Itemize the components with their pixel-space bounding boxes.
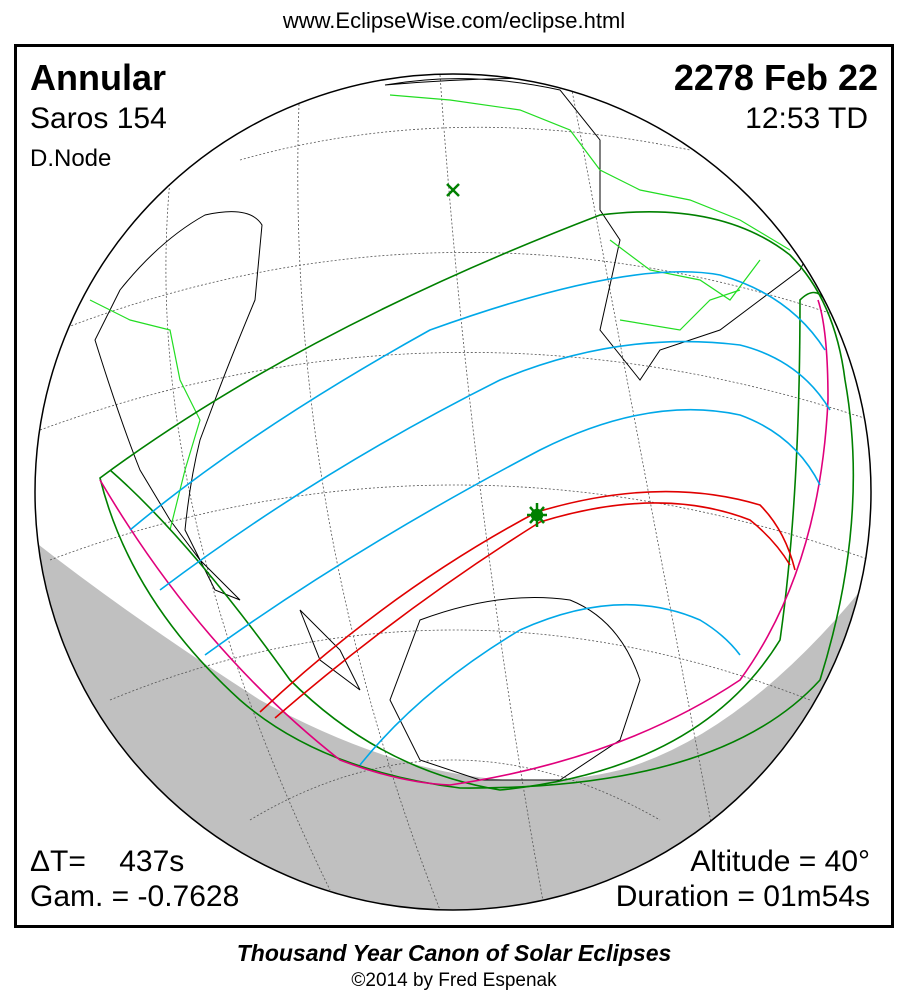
partial-line-4 <box>359 603 741 766</box>
saros-number: Saros 154 <box>30 102 167 135</box>
footer-title: Thousand Year Canon of Solar Eclipses <box>236 940 672 966</box>
central-path-south <box>274 502 791 719</box>
sun-altitude: Altitude = 40° <box>690 845 870 878</box>
rise-set-curve <box>99 299 829 786</box>
partial-line-3 <box>204 408 821 656</box>
penumbra-outer-limit <box>99 211 855 789</box>
graticule <box>39 74 871 910</box>
map-frame <box>14 44 894 928</box>
eclipse-time: 12:53 TD <box>745 102 868 135</box>
eclipse-date: 2278 Feb 22 <box>673 57 878 98</box>
partial-line-1 <box>129 271 826 531</box>
penumbra-inner-limit <box>109 291 826 791</box>
node: D.Node <box>30 145 112 172</box>
delta-t: ΔT= 437s <box>30 845 185 878</box>
source-url: www.EclipseWise.com/eclipse.html <box>282 8 626 33</box>
central-path-north <box>259 490 796 713</box>
footer-credit: ©2014 by Fred Espenak <box>351 970 557 991</box>
gamma: Gam. = -0.7628 <box>30 880 240 913</box>
subsolar-point-x-icon <box>446 183 460 197</box>
greatest-eclipse-star-icon <box>527 503 547 527</box>
eclipse-type: Annular <box>30 57 167 98</box>
partial-line-2 <box>159 340 831 591</box>
land-borders <box>89 94 791 531</box>
central-duration: Duration = 01m54s <box>615 880 870 913</box>
globe-outline <box>34 73 872 911</box>
